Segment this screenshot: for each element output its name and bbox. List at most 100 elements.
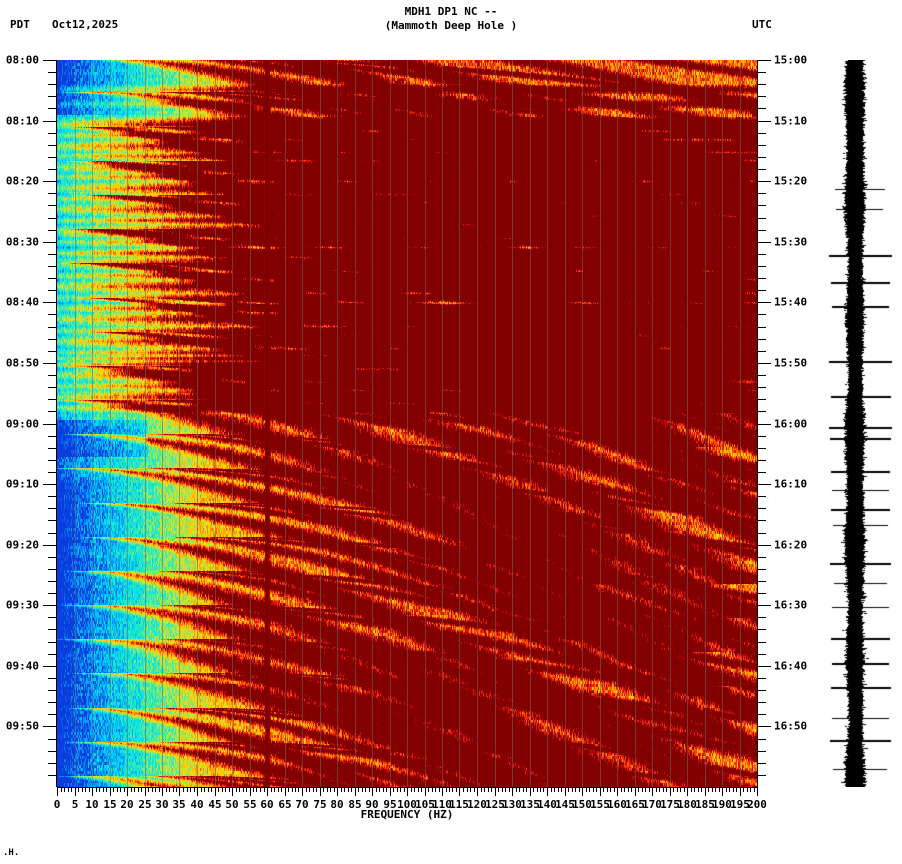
time-tick-minor (758, 751, 766, 752)
frequency-tick-minor (281, 787, 282, 792)
timezone-label-right: UTC (752, 18, 772, 31)
frequency-tick-minor (201, 787, 202, 792)
time-tick-major (43, 605, 56, 606)
frequency-label: 85 (348, 798, 362, 811)
frequency-label: 25 (138, 798, 152, 811)
frequency-tick-major (740, 787, 741, 796)
spectrogram-canvas (57, 60, 757, 787)
time-label-utc: 16:20 (774, 538, 808, 552)
frequency-label: 90 (365, 798, 379, 811)
frequency-tick-major (145, 787, 146, 796)
frequency-tick-minor (488, 787, 489, 792)
frequency-tick-minor (253, 787, 254, 792)
frequency-label: 130 (502, 798, 522, 811)
time-tick-minor (758, 520, 766, 521)
frequency-tick-minor (572, 787, 573, 792)
frequency-tick-minor (173, 787, 174, 792)
time-tick-minor (758, 460, 766, 461)
time-tick-minor (758, 96, 766, 97)
time-tick-major (43, 363, 56, 364)
frequency-label: 15 (103, 798, 117, 811)
frequency-tick-minor (376, 787, 377, 792)
frequency-label: 95 (383, 798, 397, 811)
frequency-label: 180 (677, 798, 697, 811)
frequency-label: 190 (712, 798, 732, 811)
frequency-tick-major (530, 787, 531, 796)
frequency-tick-minor (628, 787, 629, 792)
time-tick-minor (758, 375, 766, 376)
time-tick-minor (758, 569, 766, 570)
frequency-tick-minor (183, 787, 184, 792)
time-tick-minor (758, 339, 766, 340)
time-tick-minor (48, 714, 56, 715)
time-tick-minor (48, 642, 56, 643)
time-tick-minor (48, 593, 56, 594)
frequency-tick-minor (470, 787, 471, 792)
frequency-tick-minor (327, 787, 328, 792)
frequency-tick-major (512, 787, 513, 796)
time-tick-minor (48, 351, 56, 352)
frequency-tick-minor (474, 787, 475, 792)
time-tick-minor (758, 557, 766, 558)
frequency-label: 115 (449, 798, 469, 811)
time-tick-minor (48, 739, 56, 740)
time-label-pdt: 09:50 (5, 719, 39, 733)
frequency-label: 160 (607, 798, 627, 811)
frequency-tick-minor (341, 787, 342, 792)
frequency-tick-minor (649, 787, 650, 792)
frequency-tick-minor (243, 787, 244, 792)
frequency-tick-minor (397, 787, 398, 792)
time-tick-minor (48, 193, 56, 194)
frequency-tick-minor (743, 787, 744, 792)
frequency-tick-minor (691, 787, 692, 792)
frequency-tick-minor (509, 787, 510, 792)
frequency-tick-minor (726, 787, 727, 792)
time-tick-minor (48, 230, 56, 231)
time-tick-minor (758, 448, 766, 449)
frequency-tick-minor (365, 787, 366, 792)
time-tick-minor (48, 496, 56, 497)
time-tick-minor (758, 411, 766, 412)
frequency-tick-minor (138, 787, 139, 792)
frequency-label: 80 (330, 798, 344, 811)
time-tick-minor (48, 557, 56, 558)
frequency-tick-minor (218, 787, 219, 792)
time-tick-minor (48, 108, 56, 109)
frequency-label: 20 (120, 798, 134, 811)
time-tick-minor (48, 157, 56, 158)
frequency-tick-minor (141, 787, 142, 792)
time-tick-minor (758, 496, 766, 497)
time-tick-minor (758, 690, 766, 691)
frequency-tick-minor (96, 787, 97, 792)
time-tick-minor (758, 230, 766, 231)
frequency-tick-minor (134, 787, 135, 792)
frequency-tick-major (162, 787, 163, 796)
frequency-label: 100 (397, 798, 417, 811)
frequency-tick-minor (428, 787, 429, 792)
time-label-pdt: 09:10 (5, 477, 39, 491)
frequency-label: 105 (415, 798, 435, 811)
frequency-tick-minor (568, 787, 569, 792)
helicorder-trace (828, 60, 894, 787)
frequency-tick-minor (533, 787, 534, 792)
frequency-tick-major (407, 787, 408, 796)
frequency-tick-minor (358, 787, 359, 792)
frequency-tick-minor (418, 787, 419, 792)
time-tick-minor (758, 351, 766, 352)
frequency-tick-major (372, 787, 373, 796)
frequency-tick-minor (176, 787, 177, 792)
spectrogram-plot (57, 60, 757, 787)
time-label-pdt: 08:10 (5, 114, 39, 128)
frequency-tick-minor (124, 787, 125, 792)
time-tick-minor (48, 617, 56, 618)
frequency-tick-minor (369, 787, 370, 792)
time-label-utc: 15:50 (774, 356, 808, 370)
frequency-label: 70 (295, 798, 309, 811)
frequency-tick-minor (621, 787, 622, 792)
frequency-tick-minor (194, 787, 195, 792)
frequency-tick-minor (543, 787, 544, 792)
frequency-tick-minor (624, 787, 625, 792)
time-tick-major (758, 605, 771, 606)
frequency-tick-minor (271, 787, 272, 792)
time-label-utc: 16:10 (774, 477, 808, 491)
